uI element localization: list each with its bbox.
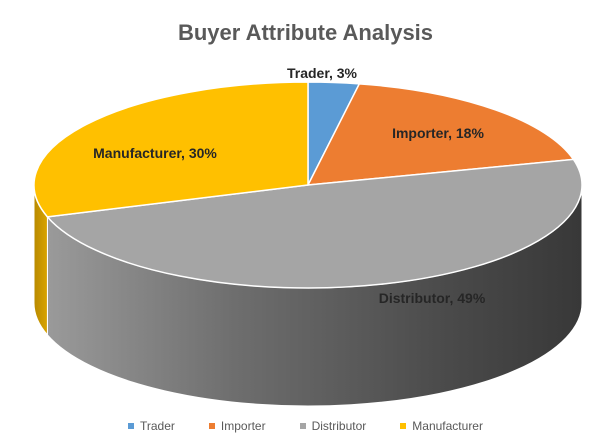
legend-item-distributor: Distributor bbox=[299, 419, 367, 433]
data-label-distributor: Distributor, 49% bbox=[379, 290, 486, 306]
legend-item-manufacturer: Manufacturer bbox=[400, 419, 483, 433]
slice-manufacturer bbox=[33, 81, 309, 218]
legend-item-importer: Importer bbox=[208, 419, 266, 433]
legend: Trader Importer Distributor Manufacturer bbox=[0, 419, 611, 433]
slice-importer bbox=[306, 83, 575, 186]
chart-title: Buyer Attribute Analysis bbox=[177, 20, 434, 45]
legend-label-importer: Importer bbox=[220, 419, 266, 433]
legend-swatch-importer bbox=[208, 423, 215, 429]
legend-label-trader: Trader bbox=[140, 419, 175, 433]
data-label-importer: Importer, 18% bbox=[392, 125, 484, 141]
legend-swatch-manufacturer bbox=[400, 423, 407, 429]
legend-item-trader: Trader bbox=[128, 419, 175, 433]
legend-swatch-trader bbox=[128, 423, 134, 429]
legend-label-distributor: Distributor bbox=[311, 419, 367, 433]
data-label-manufacturer: Manufacturer, 30% bbox=[93, 145, 217, 161]
slice-distributor bbox=[45, 158, 583, 289]
legend-swatch-distributor bbox=[299, 423, 306, 429]
data-label-trader: Trader, 3% bbox=[287, 65, 358, 81]
legend-label-manufacturer: Manufacturer bbox=[412, 419, 483, 433]
